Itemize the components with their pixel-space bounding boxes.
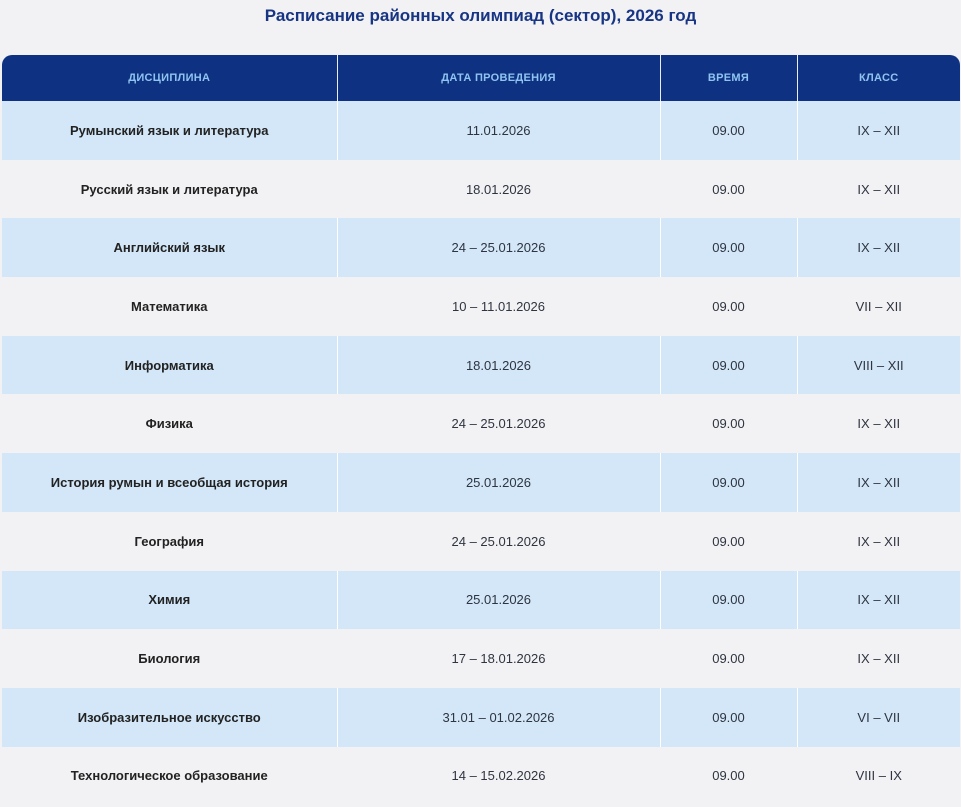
time-cell: 09.00 xyxy=(712,768,745,784)
date-cell: 24 – 25.01.2026 xyxy=(451,416,546,432)
discipline-cell: Информатика xyxy=(124,357,214,373)
time-cell: 09.00 xyxy=(659,570,797,630)
date-cell: 24 – 25.01.2026 xyxy=(451,533,546,549)
discipline-cell: Изобразительное искусство xyxy=(77,709,261,725)
date-cell: 18.01.2026 xyxy=(336,335,660,395)
grade-cell: IX – XII xyxy=(857,416,901,432)
header-time: Время xyxy=(659,55,797,101)
discipline-cell: География xyxy=(134,533,204,549)
date-cell: 17 – 18.01.2026 xyxy=(451,651,546,667)
grade-cell: VI – VII xyxy=(796,687,960,747)
table-row: Биология 17 – 18.01.2026 09.00 IX – XII xyxy=(2,629,960,688)
time-cell: 09.00 xyxy=(659,218,797,278)
date-cell: 18.01.2026 xyxy=(465,181,532,197)
date-cell: 25.01.2026 xyxy=(336,453,660,512)
header-grade: Класс xyxy=(796,55,960,101)
time-cell: 09.00 xyxy=(712,533,745,549)
time-cell: 09.00 xyxy=(659,687,797,747)
table-row: Информатика 18.01.2026 09.00 VIII – XII xyxy=(2,335,960,395)
schedule-table: Дисциплина Дата проведения Время Класс Р… xyxy=(2,55,960,806)
grade-cell: IX – XII xyxy=(857,651,901,667)
date-cell: 24 – 25.01.2026 xyxy=(336,218,660,278)
grade-cell: IX – XII xyxy=(796,453,960,512)
grade-cell: VII – XII xyxy=(855,298,902,314)
discipline-cell: История румын и всеобщая история xyxy=(50,474,288,490)
time-cell: 09.00 xyxy=(659,335,797,395)
table-row: Изобразительное искусство 31.01 – 01.02.2… xyxy=(2,687,960,747)
grade-cell: VIII – XII xyxy=(796,335,960,395)
table-row: География 24 – 25.01.2026 09.00 IX – XII xyxy=(2,511,960,571)
table-row: Английский язык 24 – 25.01.2026 09.00 IX – … xyxy=(2,218,960,278)
page-title: Расписание районных олимпиад (сектор), 2… xyxy=(264,6,697,25)
grade-cell: IX – XII xyxy=(857,181,901,197)
date-cell: 10 – 11.01.2026 xyxy=(451,298,545,314)
grade-cell: IX – XII xyxy=(796,218,960,278)
time-cell: 09.00 xyxy=(659,453,797,512)
discipline-cell: Математика xyxy=(131,298,208,314)
table-row: История румын и всеобщая история 25.01.20… xyxy=(2,453,960,512)
table-row: Технологическое образование 14 – 15.02.20… xyxy=(2,746,960,806)
date-cell: 11.01.2026 xyxy=(336,101,660,160)
table-row: Физика 24 – 25.01.2026 09.00 IX – XII xyxy=(2,394,960,454)
table-row: Математика 10 – 11.01.2026 09.00 VII – XII xyxy=(2,277,960,336)
grade-cell: IX – XII xyxy=(796,101,960,160)
date-cell: 31.01 – 01.02.2026 xyxy=(336,687,660,747)
discipline-cell: Биология xyxy=(138,651,201,667)
table-row: Румынский язык и литература 11.01.2026 09.… xyxy=(2,101,960,160)
date-cell: 14 – 15.02.2026 xyxy=(451,768,546,784)
discipline-cell: Химия xyxy=(148,592,191,608)
header-date: Дата проведения xyxy=(336,55,660,101)
date-cell: 25.01.2026 xyxy=(336,570,660,630)
grade-cell: IX – XII xyxy=(857,533,901,549)
header-discipline: Дисциплина xyxy=(128,72,211,84)
table-row: Химия 25.01.2026 09.00 IX – XII xyxy=(2,570,960,630)
table-row: Русский язык и литература 18.01.2026 09.00… xyxy=(2,159,960,219)
time-cell: 09.00 xyxy=(712,181,745,197)
discipline-cell: Технологическое образование xyxy=(70,768,268,784)
time-cell: 09.00 xyxy=(659,101,797,160)
grade-cell: VIII – IX xyxy=(855,768,902,784)
discipline-cell: Английский язык xyxy=(113,240,226,256)
discipline-cell: Румынский язык и литература xyxy=(70,122,269,138)
time-cell: 09.00 xyxy=(712,651,745,667)
discipline-cell: Русский язык и литература xyxy=(80,181,258,197)
grade-cell: IX – XII xyxy=(796,570,960,630)
time-cell: 09.00 xyxy=(712,416,745,432)
discipline-cell: Физика xyxy=(145,416,193,432)
time-cell: 09.00 xyxy=(712,298,745,314)
table-header-row: Дисциплина Дата проведения Время Класс xyxy=(2,55,960,101)
